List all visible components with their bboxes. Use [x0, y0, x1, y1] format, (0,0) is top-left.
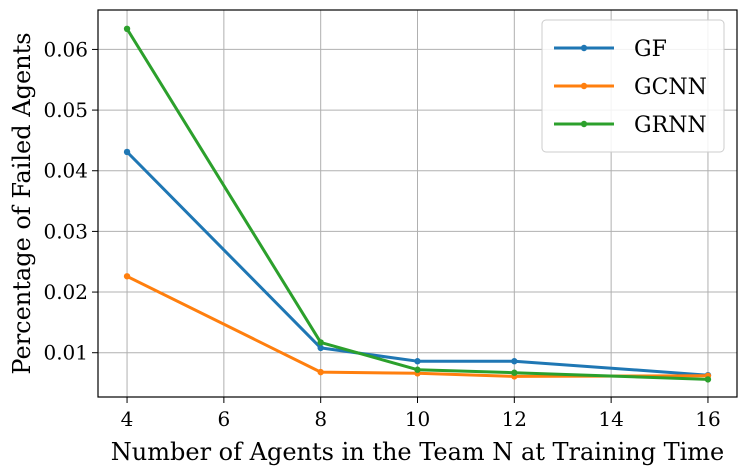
data-point-grnn — [414, 366, 421, 373]
legend: GF GCNN GRNN — [541, 19, 725, 153]
y-tick-label: 0.02 — [43, 280, 88, 304]
data-point-gcnn — [123, 273, 131, 280]
legend-label-gf: GF — [634, 37, 667, 62]
legend-label-gcnn: GCNN — [634, 75, 707, 100]
x-tick-label: 4 — [121, 407, 134, 431]
x-axis-label: Number of Agents in the Team N at Traini… — [111, 438, 724, 466]
series-layer — [123, 25, 712, 383]
data-point-gcnn — [317, 368, 324, 376]
legend-marker-gcnn — [580, 82, 588, 90]
y-tick-label: 0.06 — [43, 37, 88, 61]
data-point-gf — [414, 358, 421, 365]
y-tick-label: 0.03 — [43, 219, 88, 243]
data-point-gf — [317, 344, 324, 352]
x-tick-label: 10 — [405, 407, 430, 431]
x-tick-label: 6 — [217, 407, 230, 431]
data-point-gf — [123, 148, 131, 156]
data-point-grnn — [511, 369, 518, 376]
x-tick-label: 8 — [314, 407, 327, 431]
data-point-grnn — [317, 339, 324, 346]
x-tick-label: 14 — [598, 407, 623, 431]
data-point-gf — [511, 358, 518, 365]
y-tick-label: 0.01 — [43, 341, 88, 365]
y-tick-label: 0.04 — [43, 159, 88, 183]
legend-marker-gf — [580, 44, 588, 52]
y-tick-label: 0.05 — [43, 98, 88, 122]
tick-layer: 4 6 8 10 12 14 16 0.01 0.02 0.03 0.04 0.05 0.06 — [43, 37, 720, 431]
x-tick-label: 16 — [695, 407, 720, 431]
data-point-grnn — [123, 25, 131, 33]
legend-label-grnn: GRNN — [634, 113, 707, 138]
legend-box — [541, 19, 725, 153]
data-point-grnn — [704, 376, 712, 383]
x-tick-label: 12 — [502, 407, 527, 431]
legend-marker-grnn — [580, 120, 588, 128]
y-axis-label: Percentage of Failed Agents — [8, 32, 36, 374]
